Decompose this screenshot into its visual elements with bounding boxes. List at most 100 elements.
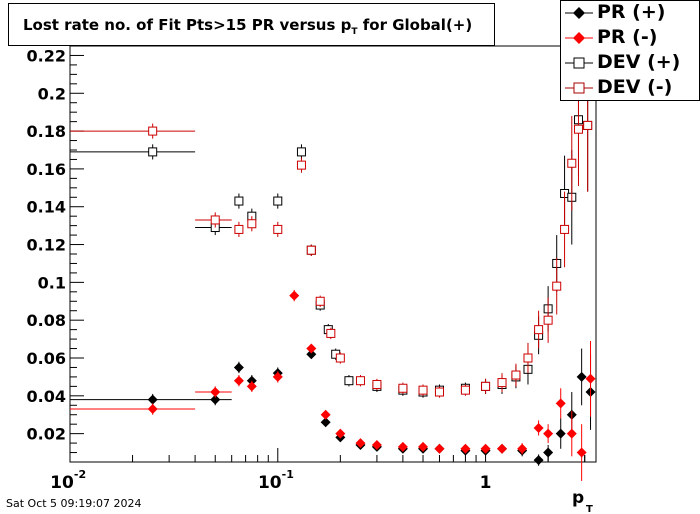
- legend-item-dev-plus: DEV (+): [561, 51, 700, 75]
- data-point: [543, 315, 553, 325]
- data-point: [533, 422, 544, 433]
- x-tick-label: 10: [258, 473, 282, 493]
- y-tick-label: 0.12: [27, 236, 66, 255]
- data-point: [460, 443, 471, 454]
- chart-title-subscript: T: [351, 27, 358, 37]
- data-point: [273, 224, 283, 234]
- axis-ticks: [69, 45, 586, 463]
- data-point: [320, 409, 331, 420]
- data-point: [543, 447, 554, 458]
- data-point: [306, 349, 317, 360]
- data-point: [434, 387, 444, 397]
- y-tick-label: 0.02: [27, 425, 66, 444]
- data-point: [148, 147, 158, 157]
- data-point: [434, 443, 445, 454]
- data-point: [543, 428, 554, 439]
- data-point: [296, 160, 306, 170]
- series-3: [70, 59, 593, 398]
- legend-item-pr-plus: PR (+): [561, 1, 700, 25]
- legend-item-dev-minus: DEV (-): [561, 76, 700, 100]
- data-point: [315, 296, 325, 306]
- data-point: [418, 385, 428, 395]
- data-point: [497, 378, 507, 388]
- data-point: [567, 158, 577, 168]
- legend-marker-dev-plus: [565, 57, 593, 69]
- data-point: [210, 394, 221, 405]
- series-layer: [70, 59, 596, 481]
- data-point: [372, 379, 382, 389]
- chart-title: Lost rate no. of Fit Pts>15 PR versus pT…: [23, 16, 472, 37]
- y-tick-label: 0.06: [27, 349, 66, 368]
- data-point: [511, 370, 521, 380]
- data-point: [306, 245, 316, 255]
- legend: PR (+) PR (-) DEV (+) DEV (-): [560, 0, 700, 101]
- chart-title-suffix: for Global(+): [357, 16, 473, 34]
- data-point: [555, 398, 566, 409]
- y-tick-label: 0.2: [38, 84, 66, 103]
- data-point: [272, 371, 283, 382]
- x-tick-label-exponent: -1: [282, 468, 294, 481]
- x-axis-label: p: [572, 488, 584, 508]
- data-point: [289, 290, 300, 301]
- data-point: [497, 443, 508, 454]
- data-point: [517, 443, 528, 454]
- data-point: [234, 224, 244, 234]
- data-point: [148, 126, 158, 136]
- y-tick-label: 0.18: [27, 122, 66, 141]
- data-point: [210, 387, 221, 398]
- y-tick-label: 0.1: [38, 273, 66, 292]
- data-point: [566, 428, 577, 439]
- data-point: [335, 353, 345, 363]
- data-point: [147, 404, 158, 415]
- data-point: [273, 196, 283, 206]
- data-point: [560, 224, 570, 234]
- data-point: [533, 455, 544, 466]
- x-tick-label: 10: [50, 473, 74, 493]
- data-point: [398, 383, 408, 393]
- legend-item-pr-minus: PR (-): [561, 26, 700, 50]
- data-point: [555, 428, 566, 439]
- plot-frame: [69, 45, 597, 463]
- legend-marker-pr-minus: [565, 32, 593, 44]
- legend-marker-dev-minus: [565, 82, 593, 94]
- legend-label-pr-plus: PR (+): [597, 1, 666, 23]
- data-point: [573, 124, 583, 134]
- legend-marker-pr-plus: [565, 7, 593, 19]
- legend-label-pr-minus: PR (-): [597, 26, 658, 48]
- y-tick-label: 0.14: [27, 198, 66, 217]
- data-point: [234, 196, 244, 206]
- x-axis-label-subscript: T: [586, 504, 593, 514]
- data-point: [576, 447, 587, 458]
- data-point: [355, 438, 366, 449]
- legend-label-dev-minus: DEV (-): [597, 76, 673, 98]
- data-point: [583, 120, 593, 130]
- data-point: [233, 362, 244, 373]
- legend-label-dev-plus: DEV (+): [597, 51, 681, 73]
- data-point: [355, 376, 365, 386]
- x-tick-label-exponent: -2: [74, 468, 86, 481]
- data-point: [534, 325, 544, 335]
- y-tick-label: 0.22: [27, 46, 66, 65]
- data-point: [320, 417, 331, 428]
- data-point: [326, 328, 336, 338]
- data-point: [585, 373, 596, 384]
- data-point: [523, 353, 533, 363]
- data-point: [418, 441, 429, 452]
- x-tick-label: 1: [480, 473, 492, 493]
- data-point: [335, 428, 346, 439]
- tick-labels: 0.02 0.04 0.06 0.08 0.1 0.12 0.14 0.16 0.18 0.2 0.…: [27, 46, 492, 493]
- series-1: [70, 289, 596, 481]
- data-point: [481, 381, 491, 391]
- data-point: [210, 215, 220, 225]
- data-point: [246, 381, 257, 392]
- y-tick-label: 0.08: [27, 311, 66, 330]
- data-point: [371, 439, 382, 450]
- data-point: [480, 443, 491, 454]
- data-point: [306, 343, 317, 354]
- chart-title-box: Lost rate no. of Fit Pts>15 PR versus pT…: [8, 3, 495, 46]
- data-point: [247, 219, 257, 229]
- y-tick-label: 0.04: [27, 387, 66, 406]
- data-point: [552, 281, 562, 291]
- data-point: [233, 375, 244, 386]
